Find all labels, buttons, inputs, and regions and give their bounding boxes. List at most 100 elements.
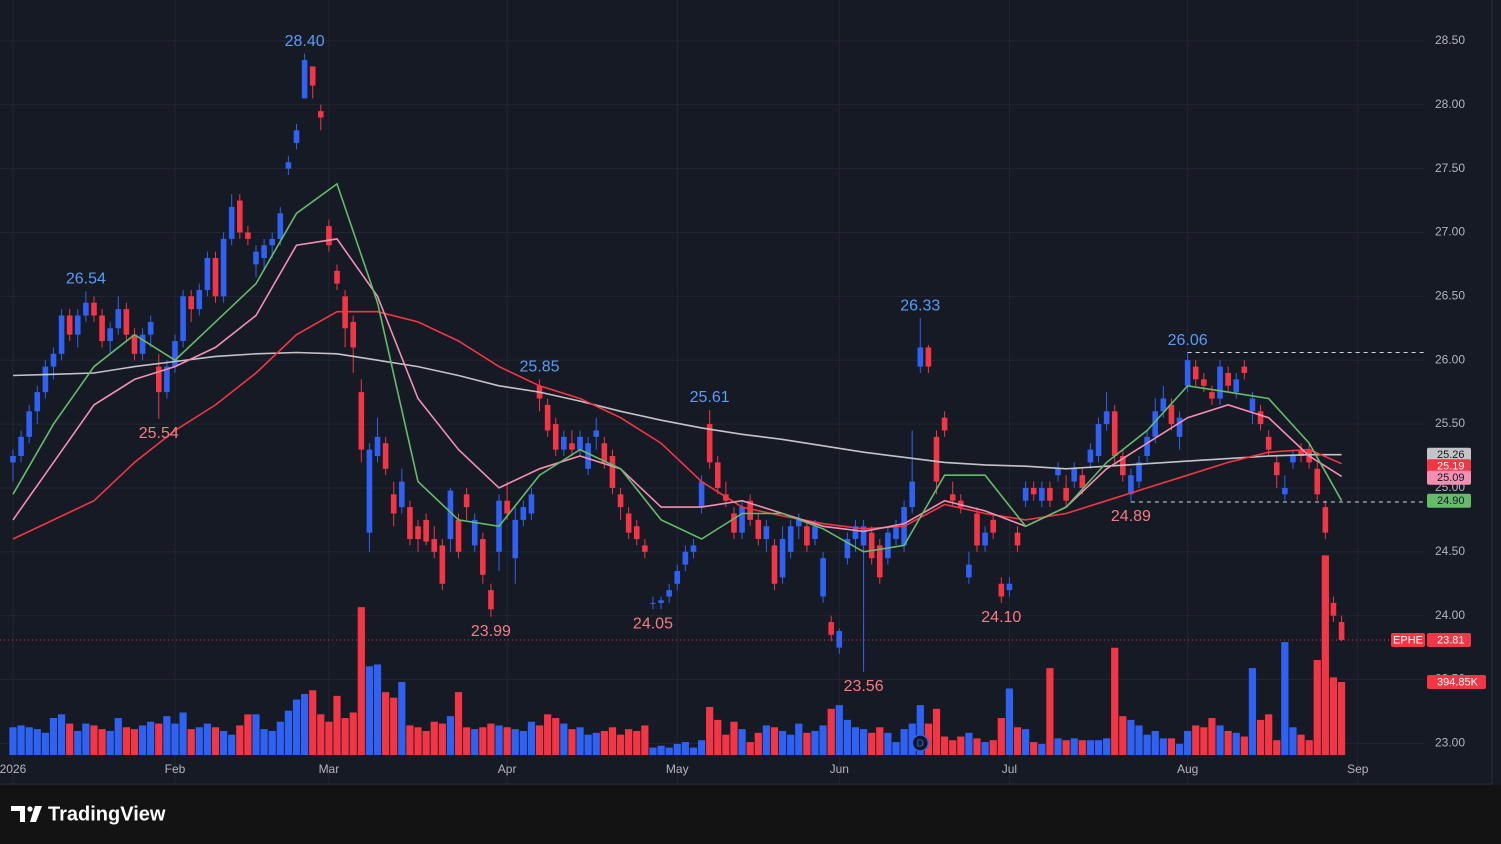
y-tick-label: 27.00 [1435,225,1465,239]
volume-bar [673,743,681,755]
volume-bar [1167,738,1176,755]
volume-bar [422,730,430,755]
volume-bar [244,714,252,755]
y-tick-label: 24.00 [1435,608,1465,622]
symbol-label: EPHE [1393,634,1423,646]
volume-bar [1127,719,1135,755]
candle-body [1233,379,1240,393]
volume-bar [1078,740,1086,755]
volume-bar [746,742,754,755]
candle-body [1079,475,1086,488]
volume-bar [25,727,33,755]
volume-bar [689,747,698,755]
candle-body [609,456,616,488]
candle-body [520,507,527,520]
candle-body [1298,449,1304,457]
x-tick-label: Jun [830,762,849,776]
candle-body [933,436,940,482]
volume-bar [1329,677,1338,755]
volume-bar [511,729,519,755]
ma-end-label: 24.90 [1437,495,1465,507]
volume-bar [884,732,892,755]
candle-body [1006,583,1013,591]
candle-body [1071,468,1078,482]
volume-bar [252,714,260,755]
volume-bar [438,723,446,755]
candle-body [180,296,186,342]
candle-body [26,411,32,437]
candle-body [941,417,948,431]
volume-bar [1062,740,1070,755]
candle-body [755,519,762,540]
candle-body [893,526,899,540]
candle-body [1128,475,1134,495]
candle-body [958,500,964,508]
volume-bar [1297,734,1305,755]
volume-bar [9,727,17,755]
candle-body [1241,366,1248,373]
volume-bar [681,742,689,755]
candle-body [585,443,591,469]
volume-bar [616,734,625,755]
volume-bar [390,697,398,755]
volume-bar [1200,727,1208,755]
candle-body [828,622,834,635]
volume-bar [625,729,633,755]
volume-bar [487,723,495,755]
volume-bar [665,747,673,755]
volume-bar [373,664,382,755]
y-tick-label: 28.00 [1435,97,1465,111]
volume-bar [851,727,860,755]
candle-body [917,347,924,367]
volume-bar [301,694,309,755]
candle-body [925,347,932,367]
candle-body [220,238,227,297]
x-tick-label: Sep [1347,762,1369,776]
volume-bar [57,714,66,755]
volume-bar [916,705,924,755]
candle-body [852,526,859,540]
volume-bar [49,718,58,755]
volume-bar [333,695,341,755]
volume-bar [17,725,25,755]
volume-bar [284,710,293,755]
candle-body [1144,436,1150,457]
candle-body [91,302,97,316]
ma-end-label: 25.09 [1437,472,1465,484]
volume-bar [454,692,463,755]
candle-body [42,366,49,393]
volume-bar [608,727,617,755]
candle-body [1338,622,1345,640]
candle-body [1047,487,1053,501]
candle-body [787,526,794,552]
candle-body [1249,398,1256,412]
volume-bar [203,723,211,755]
volume-bar [147,721,155,755]
price-annotation: 23.56 [844,678,884,695]
candle-body [1314,468,1321,495]
volume-bar [1143,734,1151,755]
volume-bar [835,705,843,755]
candle-body [625,513,632,533]
candle-body [1257,411,1264,425]
candle-body [1152,411,1159,437]
y-tick-label: 27.50 [1435,161,1465,175]
y-tick-label: 24.50 [1435,544,1465,558]
candle-body [1039,487,1045,501]
volume-bar [1305,740,1313,755]
ma-end-label: 25.26 [1437,449,1465,461]
candle-body [690,545,697,552]
candle-body [706,424,713,463]
candle-body [747,500,753,520]
volume-bar [1038,743,1046,755]
candle-body [674,570,681,584]
candle-body [10,456,16,463]
y-tick-label: 26.00 [1435,352,1465,366]
candle-body [293,130,300,144]
candle-body [196,289,203,310]
volume-bar [503,727,511,755]
volume-bar [1013,727,1022,755]
dividend-label: D [917,739,924,750]
